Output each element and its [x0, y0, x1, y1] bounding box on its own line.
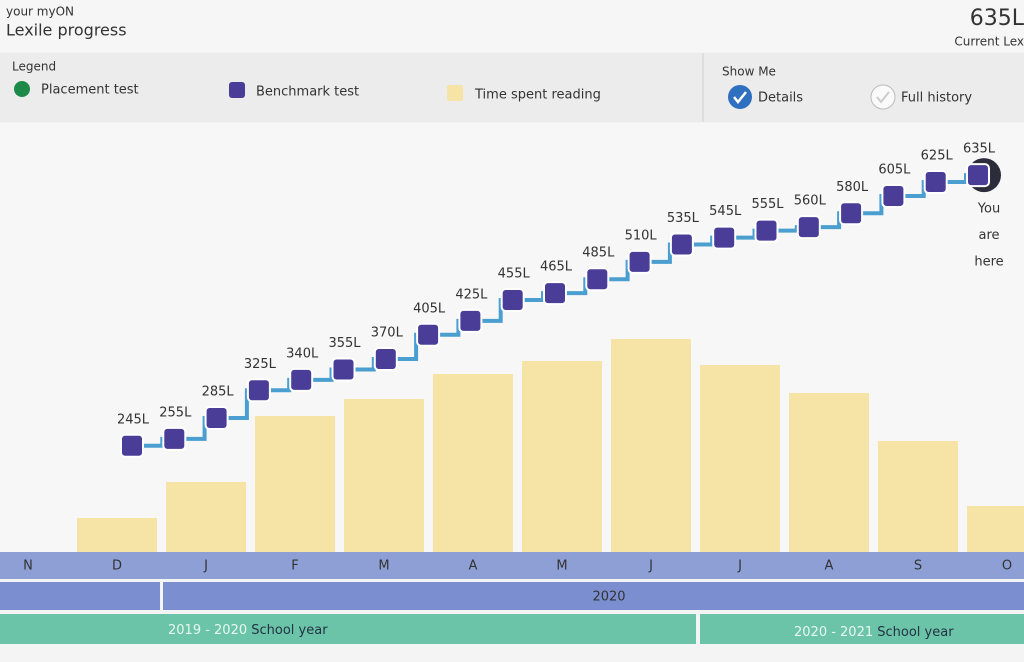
benchmark-marker: [839, 201, 864, 226]
annotation: are: [978, 228, 999, 243]
lexile-label: 625L: [921, 149, 954, 164]
benchmark-icon: [229, 82, 245, 98]
lexile-label: 535L: [667, 211, 700, 226]
month-label: A: [825, 559, 834, 574]
lexile-label: 580L: [836, 180, 869, 195]
lexile-label: 285L: [202, 385, 235, 400]
legend-bg: [0, 53, 1024, 122]
month-label: J: [737, 559, 742, 574]
current-label: Current Lex: [954, 35, 1024, 49]
details-option[interactable]: Details: [728, 85, 803, 109]
legend-title: Legend: [12, 60, 56, 74]
benchmark-marker: [373, 347, 398, 372]
reading-bar: [522, 361, 602, 552]
benchmark-marker: [204, 406, 229, 431]
lexile-label: 605L: [878, 162, 911, 177]
benchmark-marker: [246, 378, 271, 403]
month-label: D: [112, 559, 122, 574]
lexile-label: 485L: [582, 246, 615, 261]
reading-bar: [77, 518, 157, 552]
reading-bar: [344, 399, 424, 552]
lexile-label: 510L: [625, 228, 658, 243]
benchmark-marker: [120, 433, 144, 458]
page-title: Lexile progress: [6, 21, 127, 40]
benchmark-marker: [966, 163, 990, 188]
legend-item: Placement test: [41, 83, 139, 98]
school-year-band: [700, 614, 1024, 644]
lexile-label: 340L: [286, 346, 319, 361]
reading-bar: [789, 393, 869, 552]
benchmark-marker: [162, 426, 187, 451]
header-bg: [0, 0, 1024, 52]
lexile-label: 555L: [751, 197, 784, 212]
checkbox-off[interactable]: [870, 84, 896, 110]
lexile-label: 425L: [455, 287, 488, 302]
lexile-label: 370L: [371, 326, 404, 341]
month-label: O: [1002, 559, 1012, 574]
month-label: M: [556, 559, 567, 574]
year-band: [0, 582, 160, 610]
month-label: A: [469, 559, 478, 574]
month-label: N: [23, 559, 33, 574]
lexile-label: 455L: [498, 267, 531, 282]
option-label[interactable]: Full history: [901, 91, 972, 106]
year-label: 2020: [592, 590, 625, 605]
benchmark-marker: [289, 367, 314, 392]
lexile-label: 325L: [244, 357, 277, 372]
lexile-label: 255L: [159, 405, 192, 420]
benchmark-marker: [500, 288, 525, 313]
benchmark-marker: [627, 249, 652, 274]
reading-bar: [166, 482, 246, 552]
lexile-label: 545L: [709, 204, 742, 219]
reading-bar: [255, 416, 335, 552]
month-label: J: [648, 559, 653, 574]
current-lexile: 635L: [970, 6, 1024, 31]
month-label: J: [203, 559, 208, 574]
benchmark-marker: [458, 308, 483, 333]
benchmark-marker: [543, 281, 567, 306]
benchmark-marker: [796, 215, 821, 240]
checkbox-on[interactable]: [728, 85, 752, 109]
legend-item: Benchmark test: [256, 85, 359, 100]
benchmark-marker: [712, 225, 737, 250]
lexile-label: 245L: [117, 412, 150, 427]
lexile-label: 560L: [794, 194, 827, 209]
lexile-label: 355L: [328, 336, 361, 351]
benchmark-marker: [754, 218, 779, 243]
annotation: here: [974, 255, 1003, 270]
option-label[interactable]: Details: [758, 91, 803, 106]
benchmark-marker: [585, 267, 610, 292]
reading-bar: [700, 365, 780, 552]
benchmark-marker: [331, 357, 356, 382]
annotation: You: [977, 202, 1000, 217]
benchmark-marker: [881, 183, 906, 208]
lexile-label: 405L: [413, 301, 446, 316]
school-year: 2020 - 2021 School year: [794, 625, 954, 640]
check: [876, 91, 890, 104]
reading-bar: [611, 339, 691, 552]
reading-icon: [447, 85, 463, 101]
history-option[interactable]: Full history: [870, 84, 972, 110]
check: [733, 91, 747, 105]
placement-icon: [14, 81, 30, 97]
month-label: M: [378, 559, 389, 574]
school-year: 2019 - 2020 School year: [168, 623, 328, 638]
show-me-title: Show Me: [722, 65, 776, 79]
month-axis: [0, 552, 1024, 579]
year-band: [163, 582, 1024, 610]
lexile-label: 465L: [540, 260, 573, 275]
reading-bar: [433, 374, 513, 552]
benchmark-marker: [669, 232, 694, 257]
kicker: your myON: [6, 5, 74, 19]
reading-bar: [878, 441, 958, 552]
month-label: S: [914, 559, 922, 574]
school-year-band: [0, 614, 696, 644]
legend-item: Time spent reading: [474, 88, 601, 103]
benchmark-marker: [923, 170, 948, 195]
benchmark-marker: [416, 322, 441, 347]
reading-bar: [967, 506, 1024, 552]
lexile-label: 635L: [963, 142, 996, 157]
month-label: F: [291, 559, 298, 574]
